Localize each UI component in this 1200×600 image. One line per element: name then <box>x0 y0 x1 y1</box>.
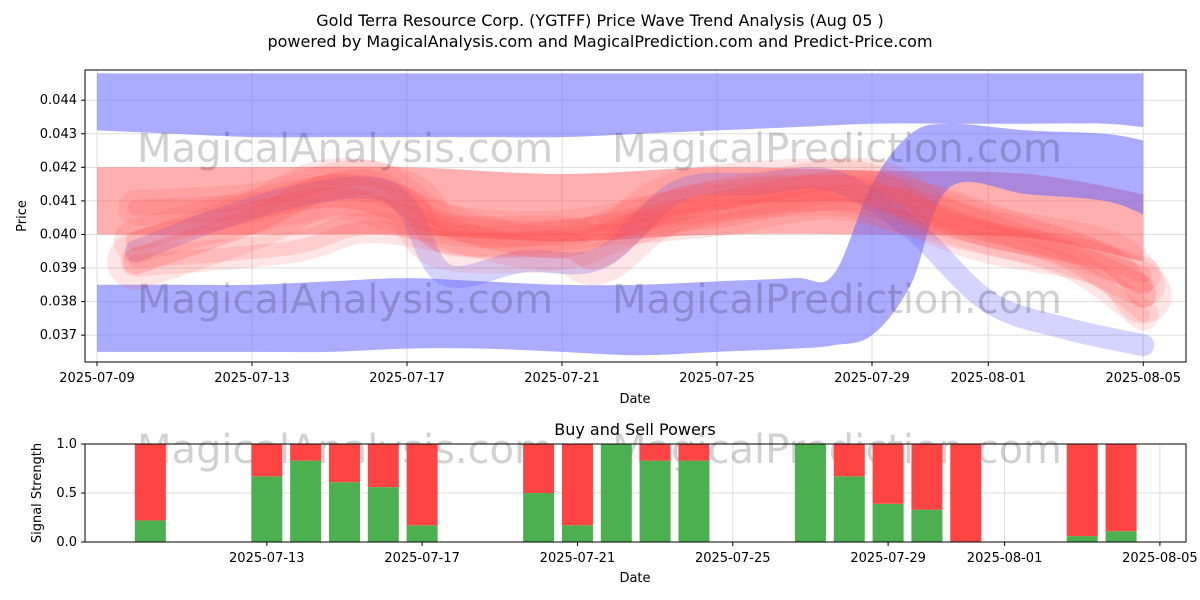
sell-bar <box>1066 444 1098 537</box>
sell-bar <box>833 444 865 477</box>
power-x-tick-label: 2025-07-29 <box>850 551 926 566</box>
price-y-tick-label: 0.042 <box>40 160 77 175</box>
buy-bar <box>600 444 632 542</box>
buy-bar <box>872 503 904 542</box>
buy-bar <box>1105 531 1137 542</box>
chart-title-line2: powered by MagicalAnalysis.com and Magic… <box>267 32 932 51</box>
price-watermark: MagicalPrediction.com <box>612 126 1062 172</box>
sell-bar <box>1105 444 1137 532</box>
price-x-tick-label: 2025-08-05 <box>1105 371 1181 386</box>
sell-bar <box>134 444 166 521</box>
price-x-tick-label: 2025-07-17 <box>369 371 445 386</box>
buy-bar <box>328 482 360 542</box>
sell-bar <box>911 444 943 510</box>
power-x-tick-label: 2025-08-05 <box>1122 551 1198 566</box>
buy-bar <box>794 444 826 542</box>
sell-bar <box>328 444 360 483</box>
price-y-ticks: 0.037 0.038 0.039 0.040 0.041 0.042 0.043 0.044 <box>40 93 85 343</box>
price-y-tick-label: 0.039 <box>40 261 77 276</box>
sell-bar <box>367 444 399 488</box>
price-watermark: MagicalPrediction.com <box>612 277 1062 323</box>
buy-bar <box>406 525 438 542</box>
sell-bar <box>561 444 593 526</box>
sell-bar <box>290 444 322 461</box>
price-x-tick-label: 2025-07-29 <box>834 371 910 386</box>
price-y-tick-label: 0.040 <box>40 227 77 242</box>
price-bands <box>97 73 1172 357</box>
power-x-tick-label: 2025-07-17 <box>384 551 460 566</box>
power-y-ticks: 0.0 0.5 1.0 <box>56 437 85 550</box>
sell-bar <box>872 444 904 504</box>
power-chart: Buy and Sell Powers MagicalAnalysis.comM… <box>30 420 1198 586</box>
power-y-axis-label: Signal Strength <box>30 443 45 543</box>
sell-bar <box>639 444 671 461</box>
price-watermarks: MagicalAnalysis.com MagicalPrediction.com… <box>137 126 1062 323</box>
price-x-tick-label: 2025-07-09 <box>59 371 135 386</box>
price-y-tick-label: 0.038 <box>40 295 77 310</box>
red-band-trend-a <box>122 173 1157 308</box>
power-x-tick-label: 2025-08-01 <box>967 551 1043 566</box>
buy-bar <box>251 476 283 542</box>
power-x-tick-label: 2025-07-25 <box>695 551 771 566</box>
buy-bar <box>678 460 710 542</box>
price-y-tick-label: 0.044 <box>40 93 77 108</box>
buy-bar <box>367 487 399 542</box>
power-x-tick-label: 2025-07-13 <box>229 551 305 566</box>
buy-bar <box>833 476 865 542</box>
red-band-halo-trend-a <box>107 158 1172 324</box>
power-y-tick-label: 0.0 <box>56 535 77 550</box>
power-x-axis-label: Date <box>619 571 650 586</box>
buy-bar <box>639 460 671 542</box>
price-y-axis-label: Price <box>15 200 30 232</box>
price-x-axis-label: Date <box>619 392 650 407</box>
buy-bar <box>1066 536 1098 542</box>
power-y-tick-label: 0.5 <box>56 486 77 501</box>
power-y-tick-label: 1.0 <box>56 437 77 452</box>
buy-bar <box>134 520 166 542</box>
price-x-tick-label: 2025-08-01 <box>950 371 1026 386</box>
price-chart: MagicalAnalysis.com MagicalPrediction.com… <box>15 69 1187 407</box>
red-band-trend-c <box>127 169 1152 283</box>
red-band-halo-trend-b <box>113 157 1166 307</box>
sell-bar <box>678 444 710 461</box>
price-plot-frame <box>84 69 1187 363</box>
sell-bar <box>406 444 438 526</box>
chart-title-line1: Gold Terra Resource Corp. (YGTFF) Price … <box>316 11 883 30</box>
price-y-tick-label: 0.041 <box>40 194 77 209</box>
red-band-trend-b <box>125 169 1154 295</box>
power-x-ticks: 2025-07-13 2025-07-17 2025-07-21 2025-07-25… <box>229 542 1198 566</box>
price-y-tick-label: 0.037 <box>40 328 77 343</box>
price-x-tick-label: 2025-07-21 <box>524 371 600 386</box>
buy-bar <box>561 525 593 542</box>
sell-bar <box>950 444 982 542</box>
price-x-tick-label: 2025-07-13 <box>214 371 290 386</box>
price-watermark: MagicalAnalysis.com <box>137 126 553 172</box>
blue-band-upper-envelope <box>97 73 1144 138</box>
red-band-halo-trend-c <box>118 159 1161 293</box>
blue-band-wave-path <box>124 167 1155 357</box>
price-x-ticks: 2025-07-09 2025-07-13 2025-07-17 2025-07-21… <box>59 362 1181 386</box>
buy-bar <box>290 460 322 542</box>
price-x-tick-label: 2025-07-25 <box>679 371 755 386</box>
red-band-trend-d <box>128 197 1151 322</box>
power-chart-title: Buy and Sell Powers <box>554 420 716 439</box>
buy-bar <box>523 493 555 542</box>
blue-band-lower-envelope-breakout <box>97 123 1144 356</box>
price-watermark: MagicalAnalysis.com <box>137 277 553 323</box>
power-x-tick-label: 2025-07-21 <box>540 551 616 566</box>
price-y-tick-label: 0.043 <box>40 127 77 142</box>
power-bars <box>134 444 1137 542</box>
sell-bar <box>523 444 555 493</box>
sell-bar <box>251 444 283 477</box>
red-band-halo-trend-d <box>120 188 1159 331</box>
buy-bar <box>911 509 943 542</box>
